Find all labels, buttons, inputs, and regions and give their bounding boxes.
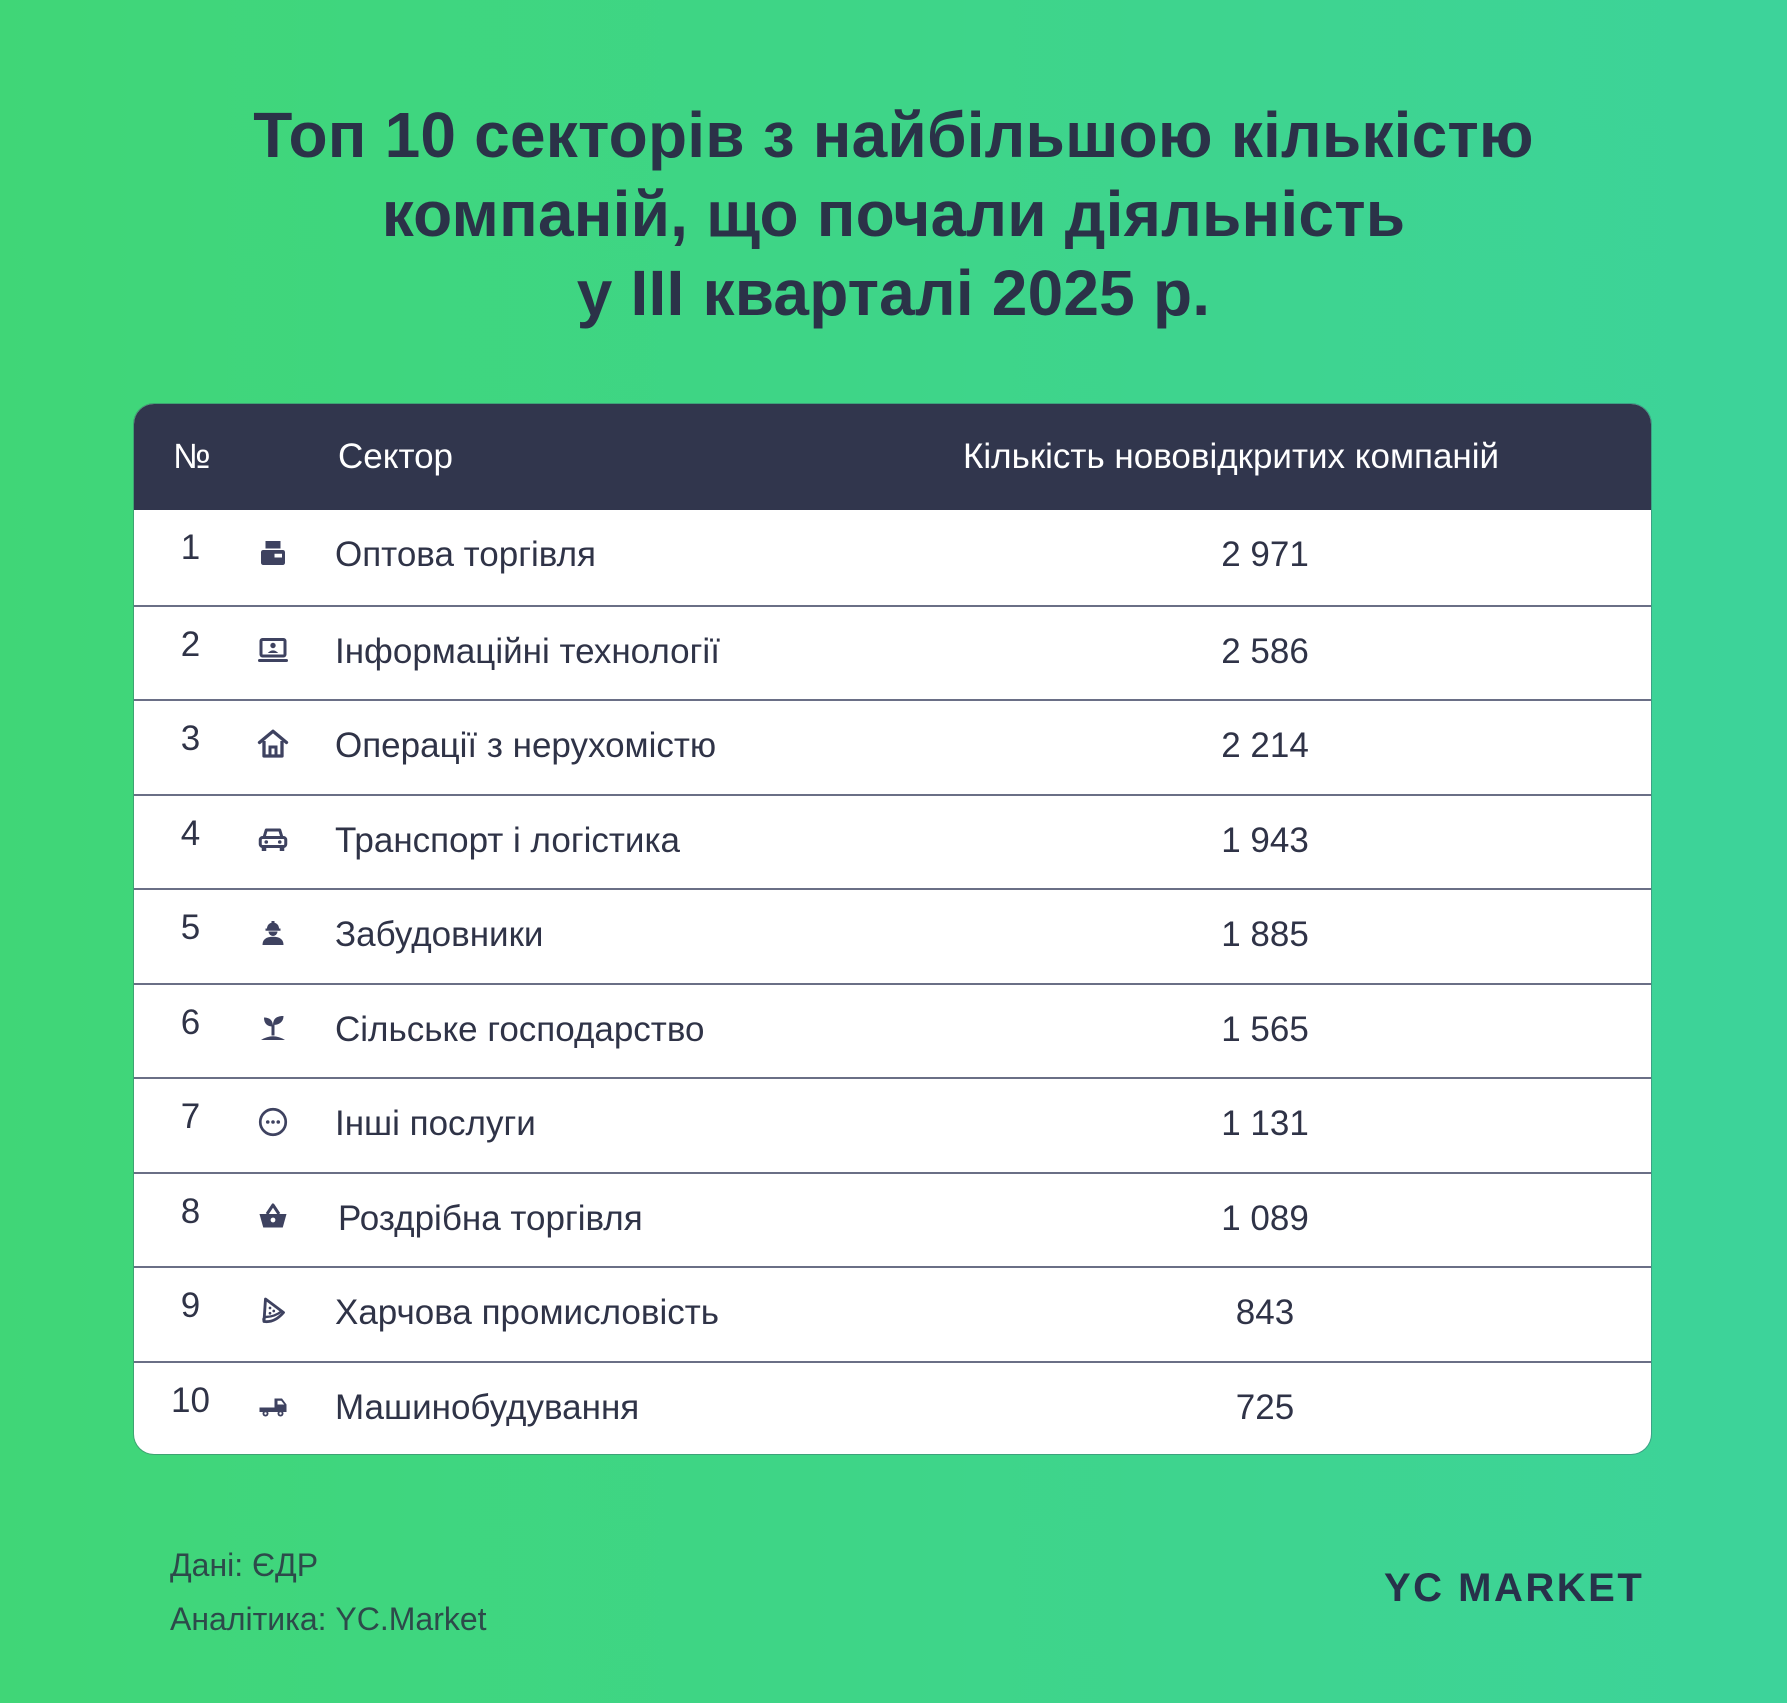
table-header: № Сектор Кількість нововідкритих компані…	[134, 404, 1651, 510]
table-row: 10 Машинобудування 725	[134, 1360, 1651, 1455]
row-count: 843	[1235, 1293, 1295, 1332]
data-source: Дані: ЄДР	[170, 1547, 319, 1583]
row-number: 1	[180, 528, 201, 567]
page-title: Топ 10 секторів з найбільшою кількістю к…	[0, 96, 1787, 333]
analytics-credit: Аналітика: YC.Market	[170, 1601, 487, 1637]
car-icon	[255, 821, 291, 857]
row-number: 7	[180, 1097, 201, 1136]
row-number: 5	[180, 908, 201, 947]
row-number: 10	[171, 1380, 210, 1420]
title-line-2: компаній, що почали діяльність	[381, 178, 1406, 250]
row-sector: Машинобудування	[335, 1387, 640, 1427]
row-count: 2 214	[1221, 726, 1309, 765]
table-row: 1 Оптова торгівля 2 971	[134, 510, 1651, 605]
row-number: 3	[180, 719, 201, 758]
table-row: 9 Харчова промисловість 843	[134, 1266, 1651, 1361]
construction-worker-icon	[255, 915, 291, 951]
row-number: 2	[180, 624, 201, 664]
title-line-3: у III кварталі 2025 р.	[576, 257, 1211, 329]
row-count: 1 885	[1221, 915, 1309, 954]
footer-credits: Дані: ЄДР Аналітика: YC.Market	[170, 1538, 487, 1646]
row-number: 4	[180, 813, 201, 853]
shopping-basket-icon	[255, 1199, 291, 1235]
row-sector: Оптова торгівля	[335, 535, 596, 574]
row-number: 6	[180, 1002, 201, 1042]
row-sector: Сільське господарство	[335, 1009, 705, 1049]
table-row: 7 Інші послуги 1 131	[134, 1077, 1651, 1172]
row-number: 9	[180, 1286, 201, 1325]
row-sector: Операції з нерухомістю	[335, 726, 717, 765]
header-number: №	[173, 437, 211, 476]
row-count: 1 131	[1221, 1104, 1309, 1143]
row-count: 1 565	[1221, 1009, 1309, 1049]
table-row: 4 Транспорт і логістика 1 943	[134, 793, 1651, 889]
row-count: 2 971	[1221, 535, 1309, 574]
table-row: 2 Інформаційні технології 2 586	[134, 604, 1651, 700]
title-line-1: Топ 10 секторів з найбільшою кількістю	[253, 99, 1534, 171]
table-row: 8 Роздрібна торгівля 1 089	[134, 1171, 1651, 1267]
header-count: Кількість нововідкритих компаній	[963, 437, 1500, 476]
row-sector: Інші послуги	[335, 1104, 536, 1143]
row-count: 1 943	[1221, 820, 1309, 860]
table-row: 6 Сільське господарство 1 565	[134, 982, 1651, 1078]
row-sector: Транспорт і логістика	[335, 820, 680, 860]
row-sector: Харчова промисловість	[335, 1293, 720, 1332]
row-sector: Забудовники	[335, 915, 544, 954]
row-count: 2 586	[1221, 631, 1309, 671]
row-sector: Роздрібна торгівля	[338, 1198, 643, 1238]
row-sector: Інформаційні технології	[335, 631, 720, 671]
row-number: 8	[180, 1191, 201, 1231]
cash-register-icon	[255, 535, 291, 571]
header-sector: Сектор	[338, 437, 454, 476]
row-count: 1 089	[1221, 1198, 1309, 1238]
sectors-table: № Сектор Кількість нововідкритих компані…	[134, 404, 1651, 1454]
sprout-icon	[255, 1010, 291, 1046]
laptop-user-icon	[255, 632, 291, 668]
more-circle-icon	[255, 1104, 291, 1140]
row-count: 725	[1235, 1387, 1295, 1427]
house-icon	[255, 726, 291, 762]
pizza-slice-icon	[255, 1293, 291, 1329]
table-row: 3 Операції з нерухомістю 2 214	[134, 699, 1651, 794]
truck-icon	[255, 1388, 291, 1424]
brand-logo: YC MARKET	[1384, 1566, 1645, 1610]
table-row: 5 Забудовники 1 885	[134, 888, 1651, 983]
